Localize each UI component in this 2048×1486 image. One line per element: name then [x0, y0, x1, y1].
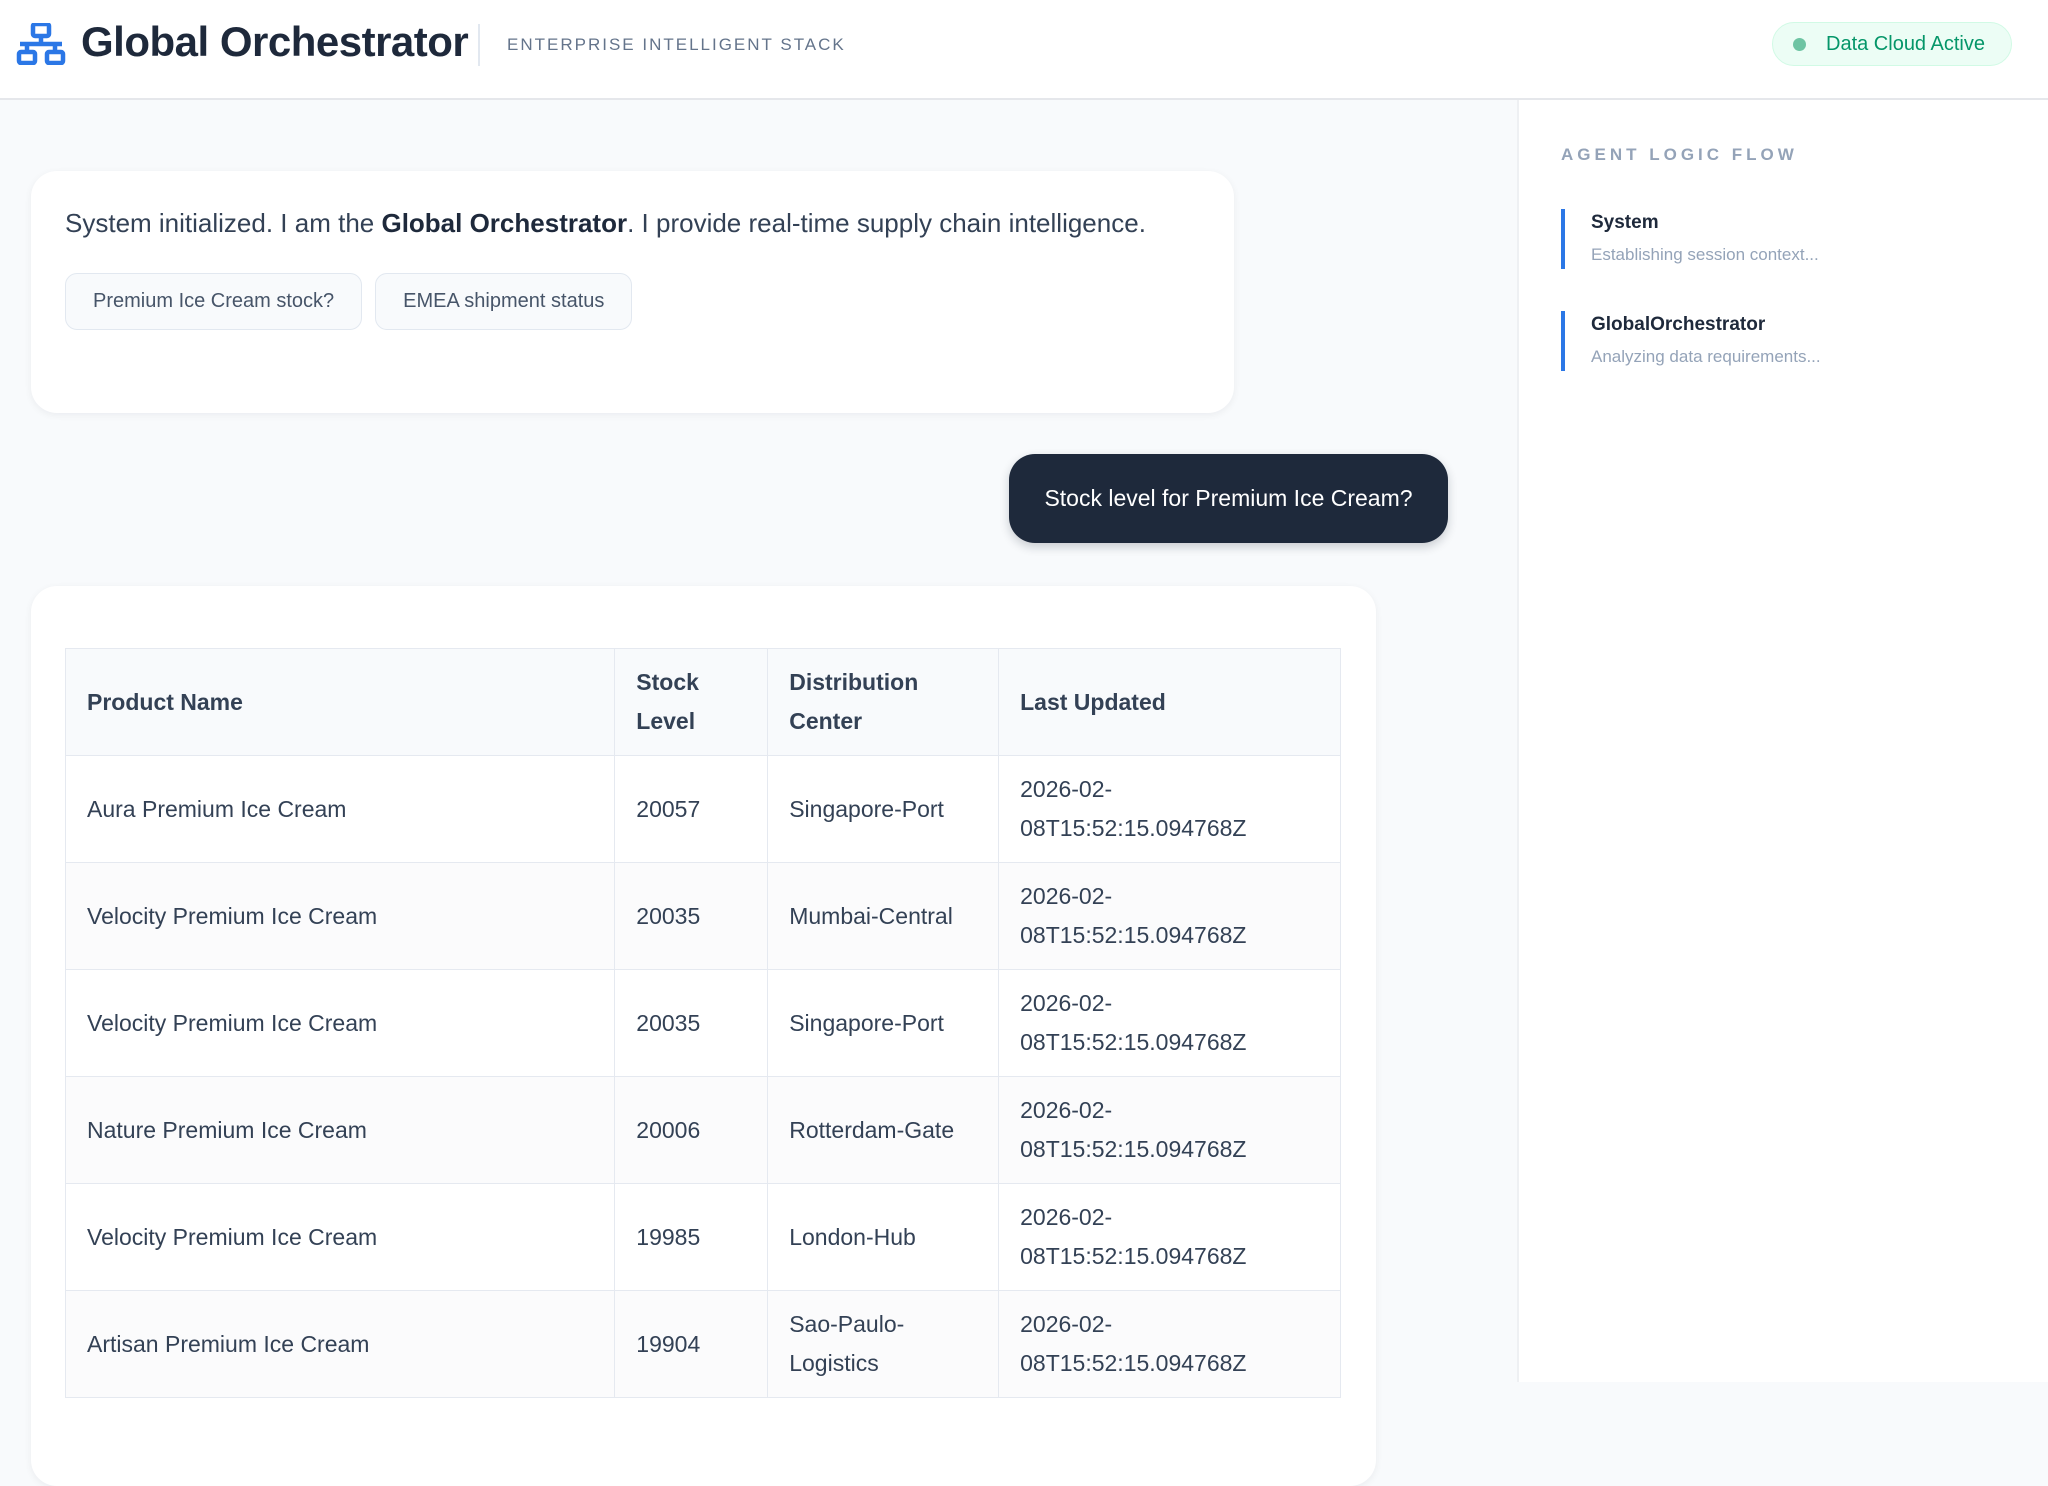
status-dot-icon	[1793, 37, 1806, 51]
app-title: Global Orchestrator	[81, 18, 469, 65]
table-cell: London-Hub	[767, 1183, 1000, 1291]
step-detail: Analyzing data requirements...	[1591, 347, 1821, 366]
table-cell: Aura Premium Ice Cream	[64, 755, 616, 863]
table-cell: 20006	[614, 1076, 769, 1184]
status-badge: Data Cloud Active	[1772, 22, 2012, 66]
panel-heading: AGENT LOGIC FLOW	[1561, 145, 1798, 164]
network-icon	[16, 23, 66, 65]
stock-table: Product Name Stock Level Distribution Ce…	[64, 648, 1341, 1398]
table-cell: Velocity Premium Ice Cream	[64, 969, 616, 1077]
step-detail: Establishing session context...	[1591, 245, 1819, 264]
logic-step: GlobalOrchestrator Analyzing data requir…	[1561, 311, 1961, 371]
result-card: Product Name Stock Level Distribution Ce…	[31, 586, 1376, 1486]
agent-logic-panel: AGENT LOGIC FLOW System Establishing ses…	[1517, 100, 2048, 1382]
status-label: Data Cloud Active	[1826, 32, 1985, 55]
suggestion-chip[interactable]: Premium Ice Cream stock?	[65, 273, 363, 330]
column-header: Distribution Center	[767, 648, 1000, 756]
table-cell: Velocity Premium Ice Cream	[64, 862, 616, 970]
table-cell: 2026-02-08T15:52:15.094768Z	[998, 1076, 1341, 1184]
table-row: Velocity Premium Ice Cream 20035 Mumbai-Ce…	[64, 862, 1341, 970]
column-header: Stock Level	[614, 648, 769, 756]
table-cell: 2026-02-08T15:52:15.094768Z	[998, 862, 1341, 970]
intro-text: System initialized. I am the Global Orch…	[65, 208, 1146, 238]
step-title: System	[1591, 212, 1659, 233]
table-cell: 20057	[614, 755, 769, 863]
table-row: Artisan Premium Ice Cream 19904 Sao-Paulo-…	[64, 1290, 1341, 1398]
table-row: Velocity Premium Ice Cream 19985 London-Hu…	[64, 1183, 1341, 1291]
table-cell: Rotterdam-Gate	[767, 1076, 1000, 1184]
header-divider	[478, 24, 480, 66]
table-row: Aura Premium Ice Cream 20057 Singapore-Por…	[64, 755, 1341, 863]
column-header: Product Name	[64, 648, 616, 756]
table-header-row: Product Name Stock Level Distribution Ce…	[64, 648, 1341, 756]
table-cell: 19985	[614, 1183, 769, 1291]
table-cell: Singapore-Port	[767, 969, 1000, 1077]
assistant-message: System initialized. I am the Global Orch…	[31, 171, 1234, 413]
user-message: Stock level for Premium Ice Cream?	[1009, 454, 1448, 543]
column-header: Last Updated	[998, 648, 1341, 756]
table-cell: Velocity Premium Ice Cream	[64, 1183, 616, 1291]
table-row: Nature Premium Ice Cream 20006 Rotterdam-G…	[64, 1076, 1341, 1184]
app-header: Global Orchestrator ENTERPRISE INTELLIGE…	[0, 0, 2048, 100]
table-cell: Artisan Premium Ice Cream	[64, 1290, 616, 1398]
table-cell: 2026-02-08T15:52:15.094768Z	[998, 969, 1341, 1077]
table-cell: Mumbai-Central	[767, 862, 1000, 970]
suggestion-chip[interactable]: EMEA shipment status	[375, 273, 633, 330]
app-subtitle: ENTERPRISE INTELLIGENT STACK	[507, 35, 846, 54]
table-cell: Singapore-Port	[767, 755, 1000, 863]
table-cell: Nature Premium Ice Cream	[64, 1076, 616, 1184]
step-title: GlobalOrchestrator	[1591, 314, 1766, 335]
table-row: Velocity Premium Ice Cream 20035 Singapore…	[64, 969, 1341, 1077]
table-cell: 20035	[614, 969, 769, 1077]
table-cell: 19904	[614, 1290, 769, 1398]
table-cell: 20035	[614, 862, 769, 970]
logic-step: System Establishing session context...	[1561, 209, 1961, 269]
table-cell: Sao-Paulo-Logistics	[767, 1290, 1000, 1398]
table-cell: 2026-02-08T15:52:15.094768Z	[998, 755, 1341, 863]
table-cell: 2026-02-08T15:52:15.094768Z	[998, 1290, 1341, 1398]
table-cell: 2026-02-08T15:52:15.094768Z	[998, 1183, 1341, 1291]
